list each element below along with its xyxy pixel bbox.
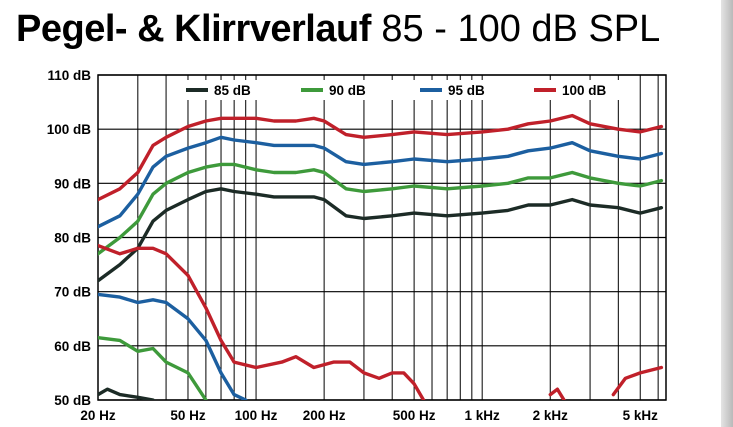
x-tick-label: 200 Hz	[303, 408, 346, 423]
series-line-frequency-response	[98, 187, 664, 283]
series-line-frequency-response	[98, 135, 664, 229]
legend-label: 100 dB	[562, 83, 607, 98]
legend-label: 90 dB	[329, 83, 366, 98]
x-tick-label: 1 kHz	[465, 408, 501, 423]
title-bold-part: Pegel- & Klirrverlauf	[16, 8, 371, 50]
x-tick-label: 2 kHz	[533, 408, 569, 423]
y-tick-label: 50 dB	[54, 393, 91, 408]
series-line-distortion	[98, 292, 248, 400]
x-tick-label: 5 kHz	[623, 408, 659, 423]
series-line-distortion	[98, 387, 155, 400]
legend-label: 85 dB	[214, 83, 251, 98]
legend-background	[168, 80, 630, 100]
series-line-distortion	[98, 243, 426, 400]
legend-label: 95 dB	[448, 83, 485, 98]
series-line-frequency-response	[98, 162, 664, 256]
x-tick-label: 50 Hz	[170, 408, 206, 423]
y-tick-label: 90 dB	[54, 176, 91, 191]
x-tick-label: 500 Hz	[393, 408, 436, 423]
frame-edge	[721, 0, 733, 427]
y-tick-label: 80 dB	[54, 231, 91, 246]
title-regular-part: 85 - 100 dB SPL	[381, 8, 661, 50]
series-line-distortion-segment	[548, 387, 566, 400]
series-line-frequency-response	[98, 113, 664, 202]
y-tick-label: 60 dB	[54, 339, 91, 354]
page-title: Pegel- & Klirrverlauf 85 - 100 dB SPL	[16, 4, 660, 54]
grid-lines	[98, 74, 666, 401]
plot-border	[97, 74, 667, 401]
series-line-distortion	[98, 336, 208, 400]
series-line-distortion-segment	[611, 365, 664, 397]
y-tick-label: 70 dB	[54, 285, 91, 300]
x-tick-label: 20 Hz	[80, 408, 116, 423]
y-tick-label: 100 dB	[47, 122, 92, 137]
y-tick-label: 110 dB	[47, 68, 91, 83]
x-tick-label: 100 Hz	[235, 408, 278, 423]
curves	[98, 113, 664, 400]
